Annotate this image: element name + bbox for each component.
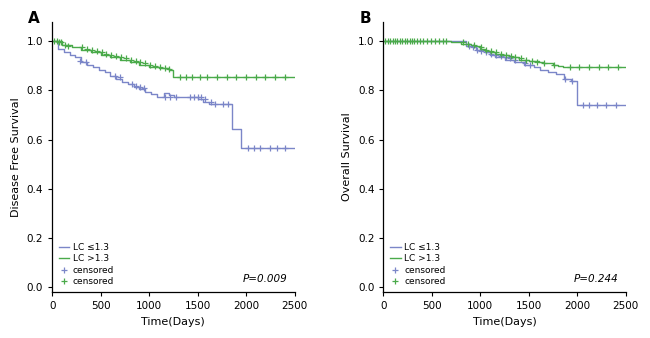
Text: P=0.009: P=0.009 xyxy=(242,274,287,284)
Legend: LC ≤1.3, LC >1.3, censored, censored: LC ≤1.3, LC >1.3, censored, censored xyxy=(57,241,116,288)
Text: A: A xyxy=(28,11,40,26)
X-axis label: Time(Days): Time(Days) xyxy=(142,317,205,327)
Text: P=0.244: P=0.244 xyxy=(574,274,619,284)
Legend: LC ≤1.3, LC >1.3, censored, censored: LC ≤1.3, LC >1.3, censored, censored xyxy=(388,241,447,288)
Y-axis label: Overall Survival: Overall Survival xyxy=(343,113,352,201)
Text: B: B xyxy=(359,11,371,26)
Y-axis label: Disease Free Survival: Disease Free Survival xyxy=(11,97,21,217)
X-axis label: Time(Days): Time(Days) xyxy=(473,317,536,327)
